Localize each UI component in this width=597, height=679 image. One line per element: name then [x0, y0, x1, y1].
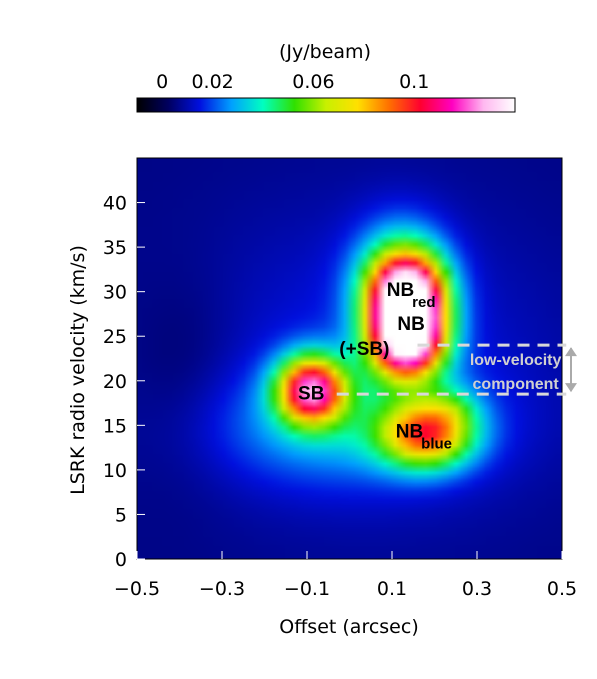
low-velocity-band: low-velocity component [336, 343, 577, 396]
y-tick-label: 25 [103, 326, 127, 348]
band-label: low-velocity [470, 352, 562, 369]
y-tick-label: 10 [103, 460, 127, 482]
plot-frame [136, 157, 563, 560]
annotation-label: NB [397, 314, 424, 335]
band-arrowhead-up [565, 347, 577, 357]
x-axis-ticks: −0.5 −0.3 −0.1 0.1 0.3 0.5 [114, 551, 577, 600]
band-arrowhead-down [565, 383, 577, 393]
x-tick-label: 0.3 [462, 578, 492, 600]
x-tick-label: 0.1 [377, 578, 407, 600]
y-tick-label: 30 [103, 282, 127, 304]
x-tick-label: −0.3 [199, 578, 245, 600]
colorbar-label: (Jy/beam) [279, 41, 371, 63]
y-tick-label: 15 [103, 415, 127, 437]
x-tick-label: 0.5 [547, 578, 577, 600]
y-tick-label: 0 [115, 549, 127, 571]
colorbar [136, 97, 516, 113]
x-tick-label: −0.5 [114, 578, 160, 600]
y-tick-label: 35 [103, 237, 127, 259]
y-tick-label: 40 [103, 193, 127, 215]
band-label: component [473, 376, 560, 393]
colorbar-tick-label: 0.02 [191, 71, 233, 93]
colorbar-tick-labels: 0 0.02 0.06 0.1 [156, 71, 429, 93]
annotation-subscript: blue [421, 436, 452, 453]
annotation-subscript: red [412, 294, 435, 311]
x-axis-label: Offset (arcsec) [279, 616, 418, 638]
y-tick-label: 5 [115, 504, 127, 526]
heatmap-image [137, 158, 562, 559]
colorbar-tick-label: 0.06 [292, 71, 334, 93]
y-axis-ticks: 0 5 10 15 20 25 30 35 40 [103, 193, 145, 571]
y-tick-label: 20 [103, 371, 127, 393]
colorbar-tick-label: 0 [156, 71, 168, 93]
annotation-label: (+SB) [339, 339, 389, 360]
annotation-label: SB [298, 383, 324, 404]
y-axis-label: LSRK radio velocity (km/s) [67, 245, 89, 495]
x-tick-label: −0.1 [284, 578, 330, 600]
colorbar-tick-label: 0.1 [399, 71, 429, 93]
